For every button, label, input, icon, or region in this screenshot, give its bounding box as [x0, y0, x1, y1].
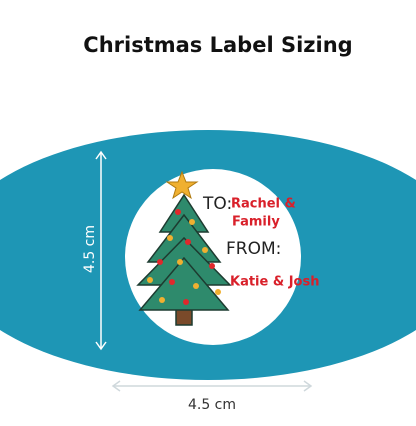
height-label: 4.5 cm	[82, 225, 98, 273]
ornaments	[147, 209, 221, 305]
width-label: 4.5 cm	[188, 397, 236, 413]
from-prefix: FROM:	[226, 239, 281, 259]
to-prefix: TO:	[202, 194, 232, 214]
height-arrow	[95, 150, 107, 351]
from-name: Katie & Josh	[230, 275, 319, 290]
to-name: Rachel &	[231, 197, 296, 212]
width-arrow	[111, 380, 313, 392]
to-name: Family	[232, 215, 280, 230]
title: Christmas Label Sizing	[83, 33, 352, 57]
tree	[136, 170, 232, 326]
